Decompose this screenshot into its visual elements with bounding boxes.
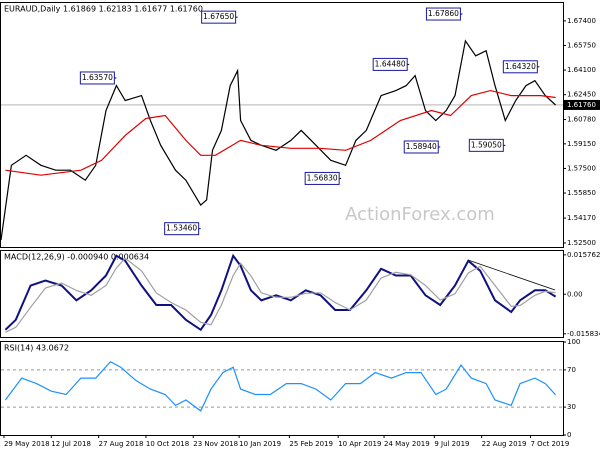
y-tick-label: 0.015762 <box>567 251 600 259</box>
trend-line <box>467 259 556 291</box>
y-tick-label: 1.67400 <box>567 17 596 25</box>
x-tick-label: 10 Oct 2018 <box>146 440 189 448</box>
y-tick-label: 1.62450 <box>567 91 596 99</box>
y-tick-label: 1.64100 <box>567 66 596 74</box>
annotation-box <box>468 138 504 152</box>
rsi-panel <box>0 341 564 436</box>
watermark: ActionForex.com <box>345 204 495 225</box>
y-tick-label: 0 <box>567 431 571 439</box>
series-line <box>5 257 556 333</box>
panel-title: EURAUD,Daily 1.61869 1.62183 1.61677 1.6… <box>4 5 203 14</box>
y-tick-label: 1.59150 <box>567 140 596 148</box>
series-line <box>5 89 556 176</box>
x-tick-label: 23 Nov 2018 <box>193 440 238 448</box>
x-tick-label: 10 Jan 2019 <box>239 440 281 448</box>
annotation-box <box>425 7 461 21</box>
annotation-label: 1.63570 <box>82 73 113 82</box>
last-price-box <box>564 99 600 110</box>
annotation-label: 1.59050 <box>471 140 502 149</box>
annotation-box <box>304 171 340 185</box>
y-tick-label: -0.015834 <box>567 330 600 338</box>
x-tick-label: 7 Oct 2019 <box>530 440 569 448</box>
annotation-label: 1.64320 <box>505 62 536 71</box>
y-tick-label: 70 <box>567 366 576 374</box>
y-tick-label: 30 <box>567 403 576 411</box>
annotation-label: 1.56830 <box>307 173 338 182</box>
series-line <box>4 253 557 332</box>
annotation-label: 1.53460 <box>166 224 197 233</box>
annotation-label: 1.67860 <box>428 9 459 18</box>
y-tick-label: 100 <box>567 338 580 346</box>
y-tick-label: 1.52500 <box>567 239 596 247</box>
y-tick-label: 1.57500 <box>567 164 596 172</box>
panel-title: RSI(14) 43.0672 <box>4 344 69 353</box>
y-tick-label: 1.55850 <box>567 189 596 197</box>
y-tick-label: 1.65750 <box>567 41 596 49</box>
y-tick-label: 0.00 <box>567 290 583 298</box>
last-price-label: 1.61760 <box>567 101 596 109</box>
y-tick-label: 1.54170 <box>567 214 596 222</box>
annotation-box <box>79 71 115 85</box>
panel-title: MACD(12,26,9) -0.000940 0.000634 <box>4 253 149 262</box>
annotation-label: 1.58940 <box>406 142 437 151</box>
annotation-label: 1.64480 <box>375 59 406 68</box>
annotation-label: 1.67650 <box>203 12 234 21</box>
x-tick-label: 24 May 2019 <box>384 440 430 448</box>
price-panel <box>0 2 564 248</box>
x-tick-label: 22 Aug 2019 <box>482 440 527 448</box>
x-tick-label: 9 Jul 2019 <box>434 440 469 448</box>
y-tick-label: 1.60780 <box>567 116 596 124</box>
x-tick-label: 27 Aug 2018 <box>99 440 144 448</box>
annotation-box <box>403 140 439 154</box>
series-line <box>4 360 557 412</box>
annotation-box <box>372 57 408 71</box>
x-tick-label: 25 Feb 2019 <box>289 440 333 448</box>
x-tick-label: 12 Jul 2018 <box>51 440 91 448</box>
x-tick-label: 10 Apr 2019 <box>338 440 381 448</box>
annotation-box <box>201 10 237 24</box>
annotation-box <box>164 222 200 236</box>
series-line <box>0 39 557 241</box>
annotation-box <box>502 60 538 74</box>
x-tick-label: 29 May 2018 <box>4 440 50 448</box>
